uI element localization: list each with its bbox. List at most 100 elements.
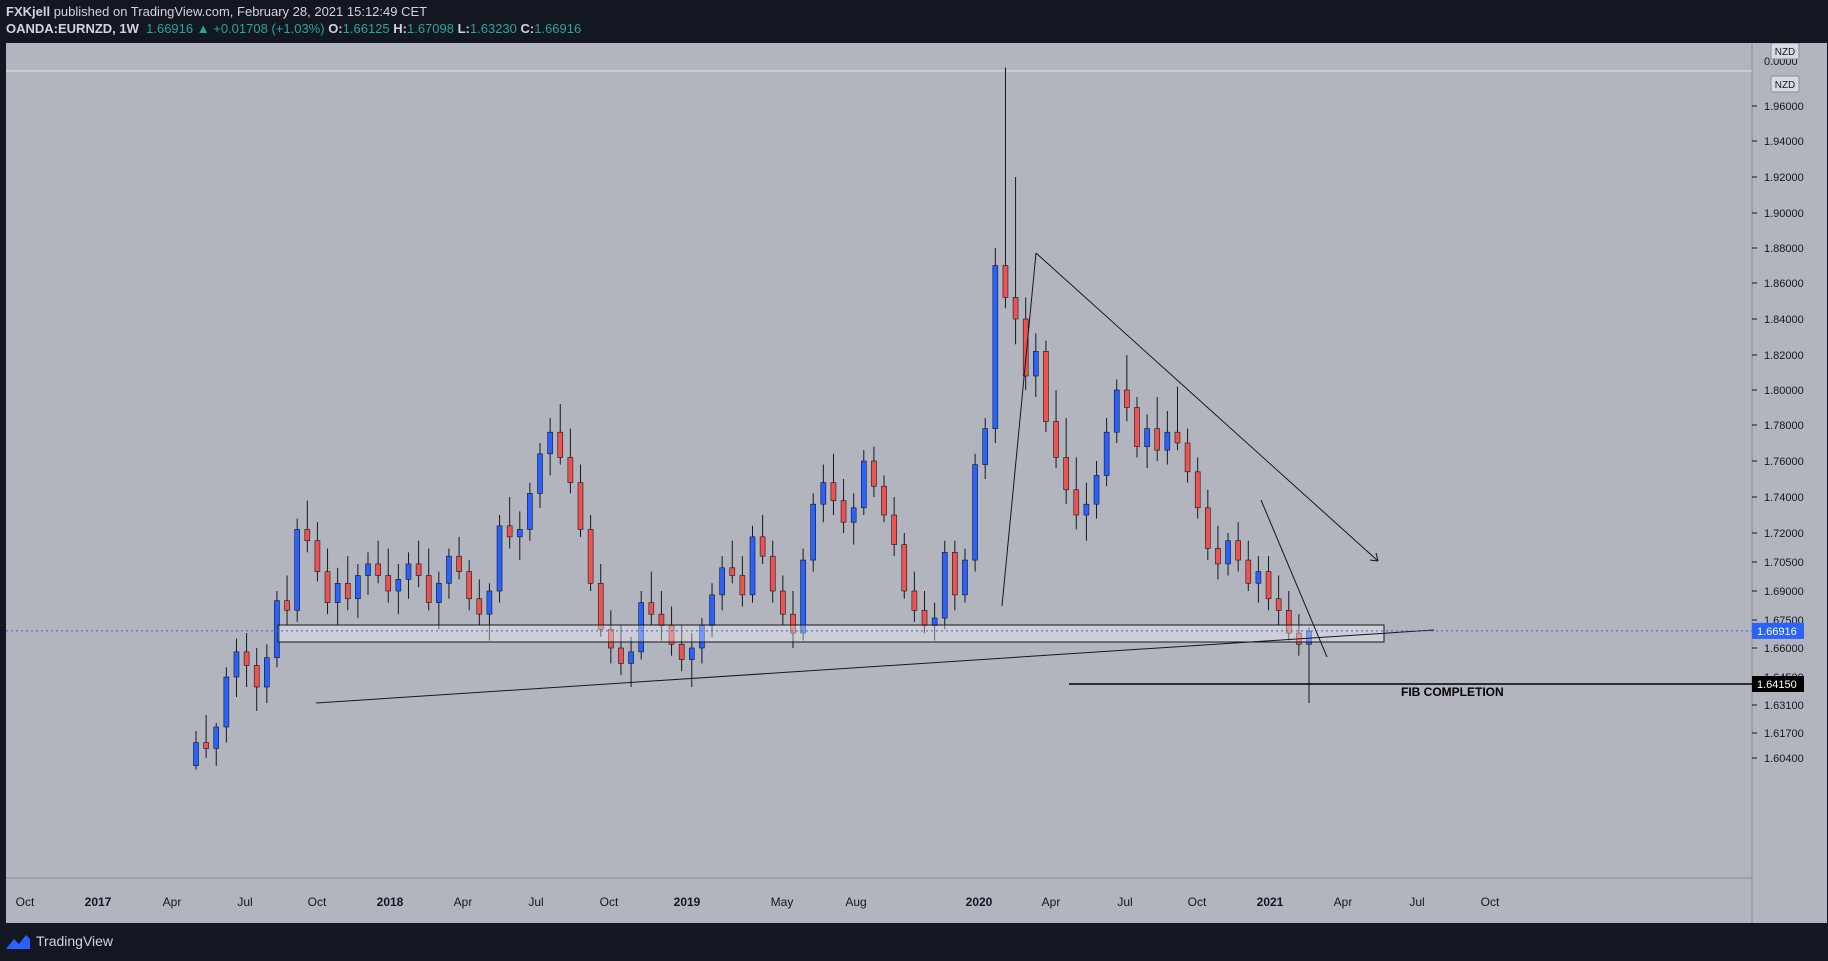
candle-body xyxy=(537,453,543,494)
candle-body xyxy=(941,552,948,619)
tradingview-logo-icon xyxy=(6,935,30,949)
fib-annotation: FIB COMPLETION xyxy=(1401,685,1504,699)
price-tick-label: 1.94000 xyxy=(1764,136,1804,148)
candle-body xyxy=(668,625,675,645)
candle-body xyxy=(628,651,634,664)
candlestick-chart[interactable]: 0.00001.960001.940001.920001.900001.8800… xyxy=(6,42,1827,923)
candle-body xyxy=(1235,540,1241,561)
candle-body xyxy=(203,742,209,749)
high-value: 1.67098 xyxy=(406,21,454,36)
currency-badge xyxy=(1770,75,1800,93)
candle-body xyxy=(952,552,958,596)
price-tick-label: 1.72000 xyxy=(1764,528,1804,540)
candle-body xyxy=(284,600,290,611)
candle-body xyxy=(436,582,442,603)
price-tick-label: 1.90000 xyxy=(1764,208,1804,220)
candle-body xyxy=(901,544,908,592)
candle-body xyxy=(648,602,655,615)
candle-body xyxy=(739,575,746,596)
price-tick-label: 1.69000 xyxy=(1764,586,1804,598)
candle-body xyxy=(385,575,392,592)
currency-badge xyxy=(1770,42,1800,60)
candle-body xyxy=(1255,571,1262,584)
candle-body xyxy=(304,529,311,542)
candle-body xyxy=(729,567,736,576)
price-tick-label: 1.74000 xyxy=(1764,492,1804,504)
time-tick-label: Jul xyxy=(1117,895,1132,909)
currency-badge-label: NZD xyxy=(1775,47,1796,58)
candle-body xyxy=(719,567,725,596)
falling-trendline xyxy=(1035,252,1379,562)
candle-body xyxy=(699,625,705,649)
time-tick-label: Aug xyxy=(845,895,866,909)
time-tick-label: Oct xyxy=(1188,895,1207,909)
candle-body xyxy=(1245,559,1252,584)
time-tick-label: Jul xyxy=(1409,895,1424,909)
candle-body xyxy=(577,482,584,530)
candle-body xyxy=(476,598,483,615)
open-value: 1.66125 xyxy=(342,21,390,36)
candle-body xyxy=(294,529,300,611)
candle-body xyxy=(688,647,695,660)
candle-body xyxy=(830,482,837,501)
high-label: H: xyxy=(393,21,407,36)
candle-body xyxy=(223,676,230,728)
candle-body xyxy=(1174,431,1181,444)
candle-body xyxy=(820,482,827,505)
time-tick-label: Jul xyxy=(237,895,252,909)
candle-body xyxy=(780,590,786,615)
candle-body xyxy=(790,613,796,634)
symbol-name[interactable]: OANDA:EURNZD, 1W xyxy=(6,21,139,36)
last-price-label: 1.66916 xyxy=(1757,626,1797,638)
fib-price-badge xyxy=(1752,676,1804,692)
candle-body xyxy=(800,559,806,634)
candle-body xyxy=(1073,489,1080,516)
plot-background xyxy=(6,43,1752,878)
rising-trendline xyxy=(315,629,1435,704)
price-tick-label: 1.70500 xyxy=(1764,557,1804,569)
candle-body xyxy=(233,651,240,678)
author-name[interactable]: FXKjell xyxy=(6,4,51,19)
candle-body xyxy=(1103,431,1110,476)
candle-body xyxy=(1002,265,1009,298)
candle-body xyxy=(891,514,897,545)
impulse-line xyxy=(1001,252,1037,607)
candle-body xyxy=(759,536,766,557)
price-tick-label: 1.63100 xyxy=(1764,700,1804,712)
candle-body xyxy=(344,582,351,600)
tradingview-logo[interactable]: TradingView xyxy=(6,933,113,949)
price-tick-label: 1.88000 xyxy=(1764,243,1804,255)
time-tick-label: Jul xyxy=(528,895,543,909)
candle-body xyxy=(314,540,321,572)
low-label: L: xyxy=(457,21,470,36)
candle-body xyxy=(567,457,574,483)
candle-body xyxy=(962,559,968,596)
price-tick-label: 1.76000 xyxy=(1764,456,1804,468)
candle-body xyxy=(1124,389,1130,408)
candle-body xyxy=(1043,351,1049,422)
publish-line: FXKjell published on TradingView.com, Fe… xyxy=(6,4,427,19)
candle-body xyxy=(597,582,604,630)
price-tick-label: 1.60400 xyxy=(1764,753,1804,765)
price-tick-label: 1.86000 xyxy=(1764,278,1804,290)
candle-body xyxy=(810,503,817,561)
candle-body xyxy=(871,460,877,487)
time-tick-label: May xyxy=(771,895,794,909)
candle-body xyxy=(466,571,472,600)
candle-body xyxy=(415,563,422,576)
candle-body xyxy=(1063,457,1069,491)
candle-body xyxy=(446,555,452,584)
chart-area[interactable]: 0.0000 1.96000 1.94000 1.92000 1.90000 1.8800… xyxy=(6,42,1827,923)
candle-body xyxy=(769,555,776,592)
time-tick-label: Apr xyxy=(163,895,182,909)
price-tick-label: 1.78000 xyxy=(1764,420,1804,432)
candle-body xyxy=(1164,431,1171,451)
candle-body xyxy=(193,742,199,766)
support-zone xyxy=(277,624,1385,643)
candle-body xyxy=(1215,548,1221,565)
time-tick-label: 2017 xyxy=(85,895,112,909)
candle-body xyxy=(931,617,938,626)
price-tick-label: 1.80000 xyxy=(1764,385,1804,397)
candle-body xyxy=(1022,318,1029,377)
candle-body xyxy=(1134,407,1140,447)
